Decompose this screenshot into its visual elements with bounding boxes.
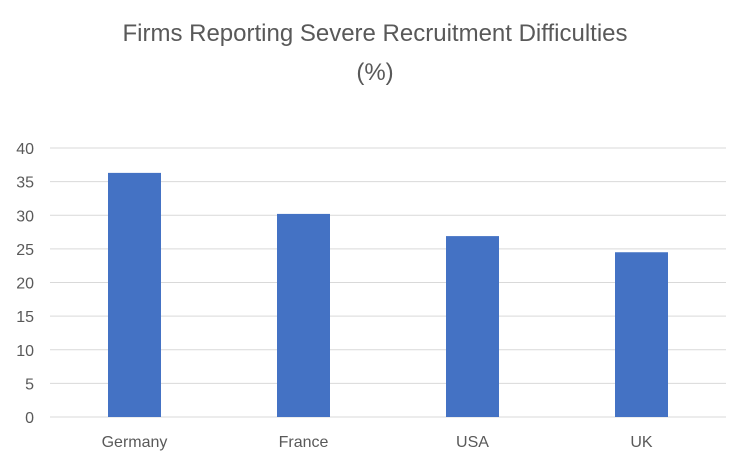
y-tick-label: 10 <box>16 343 34 360</box>
y-tick-label: 30 <box>16 208 34 225</box>
x-tick-label: France <box>279 434 329 451</box>
bar-france <box>277 213 330 417</box>
x-axis-ticks: Germany France USA UK <box>102 434 653 451</box>
y-tick-label: 0 <box>25 410 34 427</box>
y-tick-label: 25 <box>16 242 34 259</box>
x-tick-label: Germany <box>102 434 168 451</box>
y-tick-label: 15 <box>16 309 34 326</box>
x-tick-label: USA <box>456 434 489 451</box>
chart-subtitle: (%) <box>356 59 394 86</box>
bars <box>108 172 668 417</box>
chart-title: Firms Reporting Severe Recruitment Diffi… <box>122 20 628 47</box>
bar-usa <box>446 236 499 417</box>
y-axis-ticks: 0 5 10 15 20 25 30 35 40 <box>16 141 34 427</box>
x-tick-label: UK <box>630 434 653 451</box>
y-tick-label: 20 <box>16 276 34 293</box>
bar-uk <box>615 252 668 417</box>
gridlines <box>50 147 726 418</box>
y-tick-label: 40 <box>16 141 34 158</box>
y-tick-label: 35 <box>16 175 34 192</box>
y-tick-label: 5 <box>25 376 34 393</box>
bar-germany <box>108 172 161 417</box>
